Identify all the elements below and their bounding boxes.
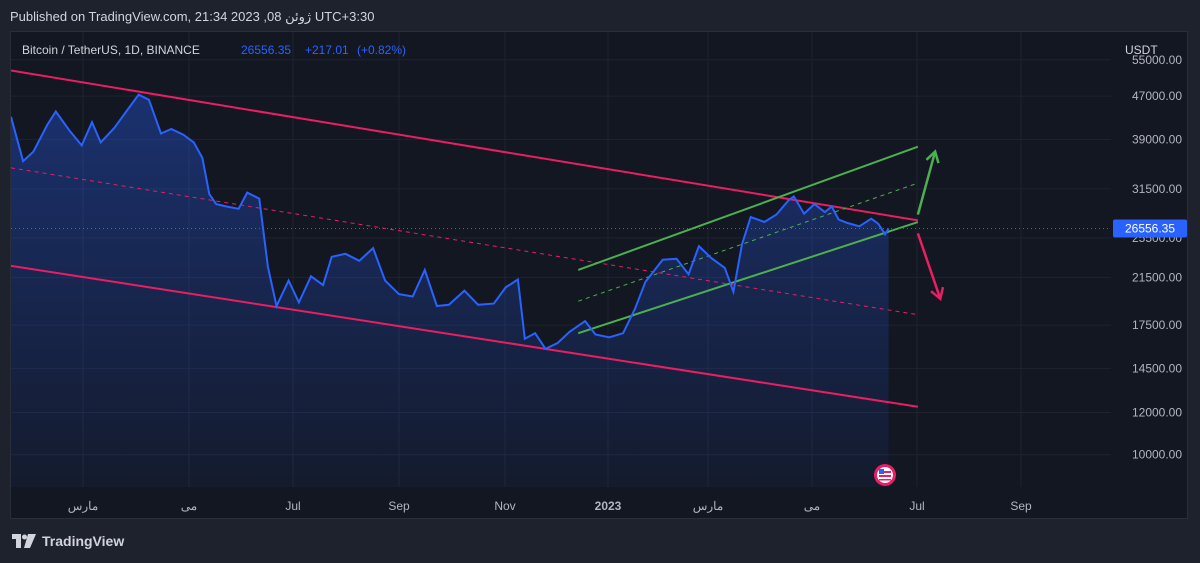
published-text: Published on TradingView.com, 21:34 2023…: [10, 9, 375, 24]
last-price-badge: 26556.35: [1113, 219, 1187, 238]
tradingview-brand[interactable]: TradingView: [12, 533, 124, 549]
last-price-badge-text: 26556.35: [1125, 221, 1175, 235]
time-axis: مارس می Jul Sep Nov 2023 مارس می Jul Sep: [68, 499, 1032, 513]
symbol-change-percent: (+0.82%): [357, 43, 406, 57]
y-tick-label: 31500.00: [1132, 182, 1182, 196]
y-tick-label: 12000.00: [1132, 405, 1182, 419]
red-channel-upper[interactable]: [11, 69, 919, 222]
symbol-title: Bitcoin / TetherUS, 1D, BINANCE: [22, 43, 200, 57]
y-tick-label: 10000.00: [1132, 448, 1182, 462]
red-arrow-icon[interactable]: [916, 232, 945, 302]
symbol-change: +217.01: [305, 43, 349, 57]
x-tick-label: می: [804, 499, 820, 513]
x-tick-label: Sep: [1010, 499, 1032, 513]
chart-panel[interactable]: 55000.00 47000.00 39000.00 31500.00 25500.00…: [10, 31, 1188, 519]
trend-drawings: [11, 69, 945, 408]
x-tick-label: Jul: [285, 499, 300, 513]
tradingview-logo-text: TradingView: [42, 533, 125, 549]
price-line[interactable]: [11, 93, 890, 351]
red-channel-lower[interactable]: [11, 264, 919, 408]
green-arrow-icon[interactable]: [916, 149, 940, 215]
flag-icon[interactable]: [874, 464, 896, 486]
y-tick-label: 55000.00: [1132, 53, 1182, 67]
green-channel-lower[interactable]: [577, 221, 919, 335]
green-channel-upper[interactable]: [577, 145, 919, 271]
currency-label: USDT: [1125, 43, 1158, 57]
x-tick-label: Sep: [388, 499, 410, 513]
x-tick-label: Jul: [909, 499, 924, 513]
symbol-last-price: 26556.35: [241, 43, 291, 57]
y-tick-label: 21500.00: [1132, 270, 1182, 284]
red-channel-mid-dashed[interactable]: [11, 167, 918, 316]
x-tick-label: مارس: [693, 499, 724, 513]
tradingview-logo-icon: [12, 534, 36, 548]
x-tick-label: 2023: [595, 499, 622, 513]
y-tick-label: 17500.00: [1132, 318, 1182, 332]
y-tick-label: 39000.00: [1132, 132, 1182, 146]
x-tick-label: Nov: [494, 499, 515, 513]
y-tick-label: 47000.00: [1132, 89, 1182, 103]
green-channel-mid-dashed[interactable]: [578, 182, 919, 302]
x-tick-label: مارس: [68, 499, 99, 513]
x-tick-label: می: [181, 499, 197, 513]
price-axis: 55000.0047000.0039000.0031500.0025500.00…: [1132, 53, 1182, 462]
y-tick-label: 14500.00: [1132, 362, 1182, 376]
price-chart[interactable]: 55000.0047000.0039000.0031500.0025500.00…: [11, 32, 1187, 518]
price-area-fill: [11, 94, 889, 487]
